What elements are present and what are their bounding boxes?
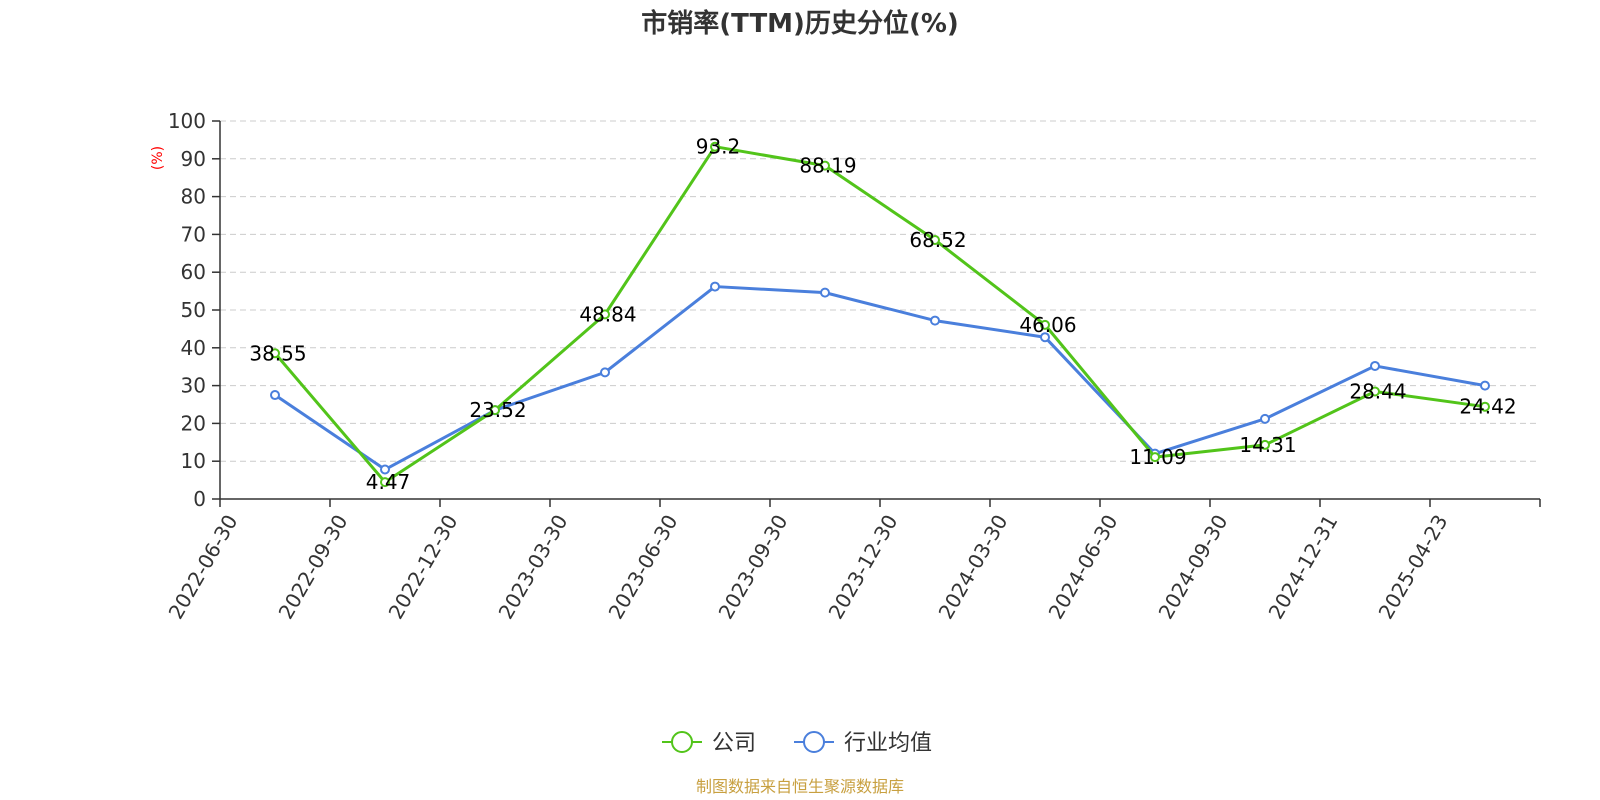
axes: 0 10 20 30 40 50 60 70 80 90 100 2022-06-30 2022-09-… bbox=[164, 109, 1541, 624]
data-label: 38.55 bbox=[249, 341, 306, 365]
data-point bbox=[490, 405, 500, 416]
data-point bbox=[380, 464, 390, 475]
x-tick-label: 2024-06-30 bbox=[1044, 511, 1123, 624]
y-tick-label: 30 bbox=[181, 374, 206, 398]
data-label: 14.31 bbox=[1239, 433, 1296, 457]
data-point bbox=[1040, 319, 1050, 330]
x-tick-label: 2025-04-23 bbox=[1374, 511, 1453, 624]
data-point bbox=[1150, 452, 1160, 463]
legend-label: 公司 bbox=[712, 731, 756, 756]
data-point bbox=[1480, 401, 1490, 412]
data-label: 28.44 bbox=[1349, 379, 1406, 403]
y-tick-label: 40 bbox=[181, 336, 206, 360]
x-tick-label: 2024-12-31 bbox=[1264, 511, 1343, 624]
data-label: 23.52 bbox=[469, 398, 526, 422]
series-line bbox=[273, 145, 1486, 484]
legend-swatch-marker bbox=[671, 731, 693, 753]
series-lines bbox=[270, 141, 1490, 488]
data-label: 4.47 bbox=[366, 470, 411, 494]
x-tick-label: 2024-03-30 bbox=[934, 511, 1013, 624]
data-point bbox=[270, 348, 280, 359]
x-tick-label: 2023-12-30 bbox=[824, 511, 903, 624]
data-label: 88.19 bbox=[799, 154, 856, 178]
chart-title: 市销率(TTM)历史分位(%) bbox=[641, 8, 959, 39]
data-point bbox=[380, 477, 390, 488]
data-label: 93.2 bbox=[696, 135, 741, 159]
y-axis-label: (%) bbox=[150, 146, 166, 170]
data-point bbox=[820, 160, 830, 171]
data-labels: 38.55 4.47 23.52 48.84 93.2 88.19 68.52 46.06 11… bbox=[249, 135, 1516, 494]
x-tick-label: 2023-06-30 bbox=[604, 511, 683, 624]
x-tick-label: 2022-12-30 bbox=[384, 511, 463, 624]
y-tick-label: 90 bbox=[181, 147, 206, 171]
data-point bbox=[1260, 413, 1270, 424]
x-tick-label: 2023-09-30 bbox=[714, 511, 793, 624]
data-label: 46.06 bbox=[1019, 313, 1076, 337]
data-label: 48.84 bbox=[579, 302, 636, 326]
data-point bbox=[930, 234, 940, 245]
y-tick-label: 50 bbox=[181, 298, 206, 322]
data-point bbox=[710, 281, 720, 292]
data-label: 11.09 bbox=[1129, 445, 1186, 469]
data-point bbox=[270, 390, 280, 401]
data-point bbox=[1040, 332, 1050, 343]
legend: 公司 行业均值 bbox=[662, 731, 932, 756]
data-point bbox=[600, 309, 610, 320]
data-point bbox=[820, 287, 830, 298]
y-tick-label: 10 bbox=[181, 449, 206, 473]
data-point bbox=[1260, 439, 1270, 450]
data-point bbox=[930, 315, 940, 326]
data-point bbox=[710, 141, 720, 152]
data-point bbox=[1370, 360, 1380, 371]
data-label: 24.42 bbox=[1459, 395, 1516, 419]
data-point bbox=[1480, 380, 1490, 391]
x-tick-label: 2022-06-30 bbox=[164, 511, 243, 624]
data-point bbox=[600, 367, 610, 378]
y-tick-label: 100 bbox=[168, 109, 206, 133]
x-tick-label: 2022-09-30 bbox=[274, 511, 353, 624]
y-tick-label: 70 bbox=[181, 222, 206, 246]
data-point bbox=[1370, 386, 1380, 397]
y-tick-label: 60 bbox=[181, 260, 206, 284]
y-tick-label: 20 bbox=[181, 411, 206, 435]
x-tick-label: 2023-03-30 bbox=[494, 511, 573, 624]
grid-lines bbox=[220, 120, 1540, 462]
legend-swatch-marker bbox=[803, 731, 825, 753]
legend-label: 行业均值 bbox=[844, 731, 932, 756]
source-note: 制图数据来自恒生聚源数据库 bbox=[696, 777, 904, 796]
data-label: 68.52 bbox=[909, 228, 966, 252]
x-tick-label: 2024-09-30 bbox=[1154, 511, 1233, 624]
series-line bbox=[274, 285, 1486, 472]
y-tick-label: 0 bbox=[193, 487, 206, 511]
y-tick-label: 80 bbox=[181, 185, 206, 209]
